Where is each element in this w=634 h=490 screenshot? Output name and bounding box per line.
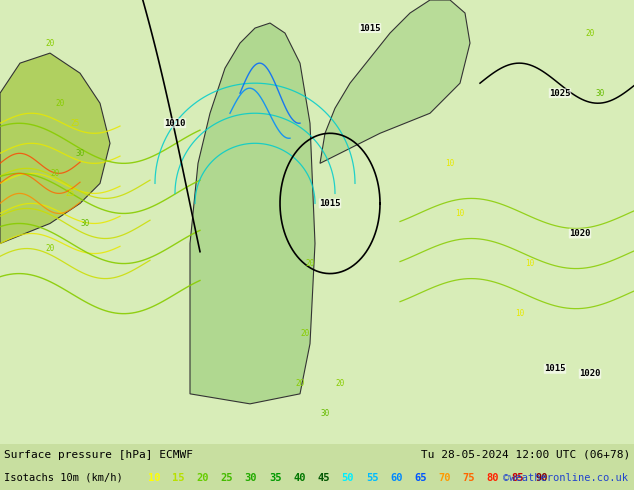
Text: 1015: 1015 [320, 199, 340, 208]
Text: 15: 15 [172, 473, 184, 483]
Text: 50: 50 [342, 473, 354, 483]
Text: 10: 10 [515, 309, 524, 318]
Text: 10: 10 [526, 259, 534, 268]
Text: 30: 30 [245, 473, 257, 483]
Text: 90: 90 [535, 473, 548, 483]
Text: 20: 20 [295, 379, 304, 388]
Text: Surface pressure [hPa] ECMWF: Surface pressure [hPa] ECMWF [4, 450, 193, 460]
Text: 1025: 1025 [549, 89, 571, 98]
Text: 20: 20 [46, 39, 55, 48]
Text: 40: 40 [293, 473, 306, 483]
Text: 20: 20 [335, 379, 345, 388]
Text: 30: 30 [75, 149, 84, 158]
Text: 60: 60 [390, 473, 403, 483]
Polygon shape [0, 53, 110, 244]
Text: 65: 65 [414, 473, 427, 483]
Text: Tu 28-05-2024 12:00 UTC (06+78): Tu 28-05-2024 12:00 UTC (06+78) [421, 450, 630, 460]
Text: 25: 25 [221, 473, 233, 483]
Text: 1015: 1015 [544, 364, 566, 373]
Polygon shape [190, 23, 315, 404]
Text: 70: 70 [438, 473, 451, 483]
Text: 35: 35 [269, 473, 281, 483]
Text: 20: 20 [306, 259, 314, 268]
Text: ©weatheronline.co.uk: ©weatheronline.co.uk [503, 473, 628, 483]
Text: 80: 80 [487, 473, 500, 483]
Text: 30: 30 [81, 219, 89, 228]
Text: 25: 25 [65, 189, 75, 198]
Text: 1020: 1020 [579, 369, 601, 378]
Text: 1015: 1015 [359, 24, 381, 32]
Text: 20: 20 [55, 98, 65, 108]
Polygon shape [320, 0, 470, 163]
Text: 1020: 1020 [569, 229, 591, 238]
Text: 10: 10 [455, 209, 465, 218]
Text: 10: 10 [445, 159, 455, 168]
Text: 1010: 1010 [164, 119, 186, 128]
Text: 30: 30 [595, 89, 605, 98]
Text: 85: 85 [511, 473, 524, 483]
Text: 55: 55 [366, 473, 378, 483]
Text: 25: 25 [70, 119, 80, 128]
Text: 30: 30 [320, 409, 330, 418]
Text: 20: 20 [301, 329, 309, 338]
Text: 20: 20 [197, 473, 209, 483]
Text: 45: 45 [318, 473, 330, 483]
Text: 20: 20 [585, 28, 595, 38]
Text: 10: 10 [148, 473, 160, 483]
Text: 75: 75 [463, 473, 475, 483]
Text: 20: 20 [50, 169, 60, 178]
Text: Isotachs 10m (km/h): Isotachs 10m (km/h) [4, 473, 123, 483]
Text: 20: 20 [46, 244, 55, 253]
